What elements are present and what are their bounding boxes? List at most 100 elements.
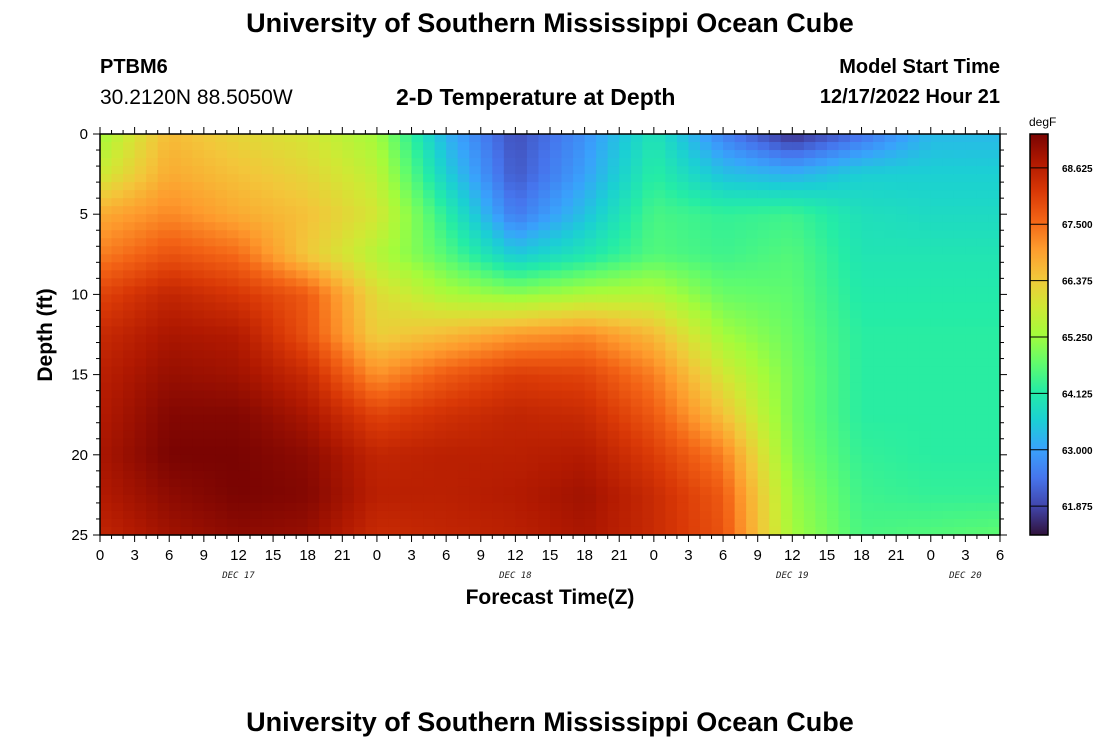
heatmap-cell [815,294,828,304]
heatmap-cell [296,390,309,400]
heatmap-cell [469,406,482,416]
heatmap-cell [503,270,516,279]
heatmap-cell [723,470,736,480]
heatmap-cell [411,198,424,207]
heatmap-cell [757,326,770,336]
heatmap-cell [503,182,516,191]
heatmap-cell [446,430,459,440]
heatmap-cell [307,278,320,287]
heatmap-cell [457,342,470,352]
heatmap-cell [884,526,897,536]
heatmap-cell [665,246,678,255]
heatmap-cell [261,286,274,295]
heatmap-cell [596,286,609,295]
heatmap-cell [676,462,690,472]
heatmap-cell [365,502,378,512]
heatmap-cell [192,374,205,384]
heatmap-cell [411,286,424,295]
heatmap-cell [619,430,632,440]
heatmap-cell [538,166,551,175]
heatmap-cell [861,518,874,528]
heatmap-cell [434,526,447,536]
heatmap-cell [457,502,470,512]
heatmap-cell [596,446,609,456]
heatmap-cell [792,166,805,175]
heatmap-cell [642,286,655,295]
heatmap-cell [676,246,690,255]
heatmap-cell [769,470,782,480]
heatmap-cell [642,462,655,472]
heatmap-cell [988,494,1001,504]
heatmap-cell [353,334,366,344]
heatmap-cell [307,166,320,175]
heatmap-cell [953,294,966,304]
heatmap-cell [238,478,251,488]
heatmap-cell [330,278,343,287]
heatmap-cell [284,526,297,536]
heatmap-cell [134,518,147,528]
heatmap-cell [423,358,436,368]
heatmap-cell [596,414,609,424]
heatmap-cell [284,398,297,408]
heatmap-cell [411,438,424,448]
heatmap-cell [838,518,851,528]
heatmap-cell [226,454,240,464]
heatmap-cell [769,270,782,279]
heatmap-cell [203,294,216,304]
heatmap-cell [123,174,136,183]
heatmap-cell [423,382,436,392]
heatmap-cell [146,398,159,408]
heatmap-cell [838,198,851,207]
heatmap-cell [180,462,193,472]
heatmap-cell [146,374,159,384]
heatmap-cell [873,470,886,480]
heatmap-cell [480,286,493,295]
heatmap-cell [676,350,690,360]
heatmap-cell [123,182,136,191]
heatmap-cell [803,190,816,199]
heatmap-cell [838,134,851,143]
heatmap-cell [550,358,563,368]
heatmap-cell [100,438,113,448]
heatmap-cell [653,238,666,247]
heatmap-cell [261,382,274,392]
heatmap-cell [873,358,886,368]
heatmap-cell [146,390,159,400]
heatmap-cell [965,286,978,295]
heatmap-cell [688,238,701,247]
heatmap-cell [469,486,482,496]
heatmap-cell [342,238,355,247]
heatmap-cell [826,222,840,231]
heatmap-cell [180,230,193,239]
heatmap-cell [307,494,320,504]
heatmap-cell [884,478,897,488]
heatmap-cell [400,246,413,255]
heatmap-cell [965,430,978,440]
heatmap-cell [319,246,332,255]
heatmap-cell [146,190,159,199]
heatmap-cell [492,518,505,528]
heatmap-cell [134,462,147,472]
heatmap-cell [250,286,263,295]
heatmap-cell [123,158,136,167]
heatmap-cell [642,134,655,143]
heatmap-cell [896,134,909,143]
heatmap-cell [907,470,920,480]
heatmap-cell [215,134,228,143]
heatmap-cell [434,198,447,207]
heatmap-cell [734,358,747,368]
heatmap-cell [596,262,609,271]
heatmap-cell [146,502,159,512]
heatmap-cell [976,270,990,279]
heatmap-cell [203,246,216,255]
heatmap-cell [723,334,736,344]
heatmap-cell [884,366,897,376]
heatmap-cell [123,438,136,448]
heatmap-cell [976,318,990,328]
heatmap-cell [250,486,263,496]
heatmap-cell [803,270,816,279]
heatmap-cell [434,166,447,175]
heatmap-cell [411,246,424,255]
heatmap-cell [700,350,713,360]
heatmap-cell [250,166,263,175]
